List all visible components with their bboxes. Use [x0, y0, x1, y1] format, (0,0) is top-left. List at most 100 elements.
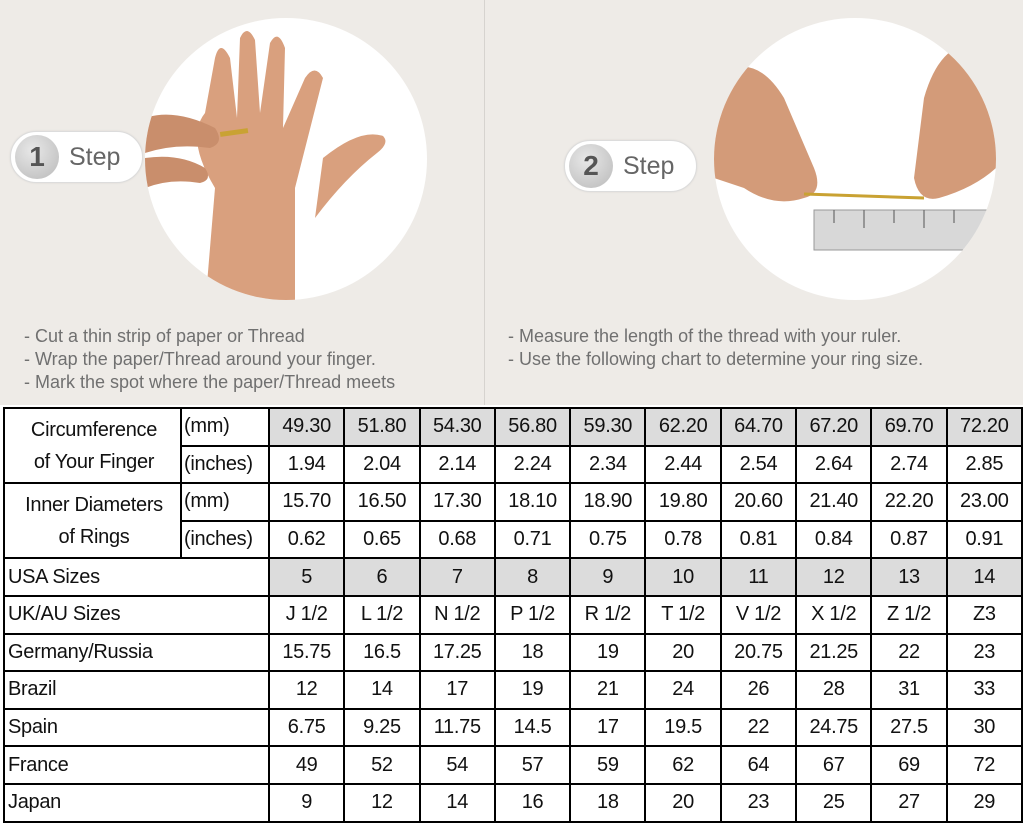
size-cell: 2.34 [569, 444, 647, 485]
size-cell: 10 [644, 557, 722, 597]
size-cell: 12 [267, 670, 346, 710]
size-cell: 25 [795, 782, 873, 823]
instruction-line: - Measure the length of the thread with … [508, 326, 902, 346]
table-row: Japan 9 12 14 16 18 20 23 25 27 29 [3, 782, 1023, 823]
table-row: Circumference of Your Finger (mm) 49.30 51.8… [3, 406, 1023, 485]
step-2-instructions: - Measure the length of the thread with … [508, 325, 923, 371]
size-cell: 14 [945, 557, 1023, 597]
size-cell: 52 [343, 745, 421, 785]
size-cell: 23 [945, 632, 1023, 673]
size-cell: 51.80 [343, 407, 421, 447]
size-cell: 62.20 [644, 407, 722, 447]
size-cell: Z 1/2 [870, 594, 948, 635]
size-cell: 0.71 [493, 519, 572, 560]
size-cell: 69 [870, 745, 948, 785]
size-cell: 49.30 [267, 407, 346, 447]
row-label: Brazil [3, 670, 270, 710]
size-cell: 14 [418, 782, 496, 823]
size-cell: 2.64 [795, 444, 873, 485]
row-label: Japan [3, 782, 270, 823]
size-cell: 17 [418, 670, 496, 710]
size-cell: 69.70 [870, 407, 948, 447]
table-row: UK/AU Sizes J 1/2 L 1/2 N 1/2 P 1/2 R 1/2 T 1/… [3, 594, 1023, 635]
size-cell: 2.14 [418, 444, 496, 485]
size-cell: 2.44 [644, 444, 722, 485]
size-cell: 0.65 [343, 519, 421, 560]
size-cell: 9 [267, 782, 346, 823]
size-cell: 2.74 [870, 444, 948, 485]
row-group-label: Circumference of Your Finger [3, 406, 182, 485]
size-cell: 0.84 [795, 519, 873, 560]
table-row: (inches) 1.94 2.04 2.14 2.24 2.34 2.44 2.54 2.64… [4, 444, 1023, 485]
size-cell: 0.62 [267, 519, 346, 560]
unit-label: (mm) [180, 482, 270, 522]
size-cell: 26 [719, 670, 798, 710]
size-cell: 13 [870, 557, 948, 597]
size-cell: 2.24 [493, 444, 572, 485]
size-cell: 57 [493, 745, 572, 785]
size-cell: 54 [418, 745, 496, 785]
row-label: UK/AU Sizes [3, 594, 270, 635]
table-row: France 49 52 54 57 59 62 64 67 69 72 [3, 745, 1023, 785]
size-cell: 2.85 [945, 444, 1023, 485]
size-cell: 20 [644, 782, 722, 823]
size-cell: 8 [493, 557, 572, 597]
size-cell: 19.5 [644, 707, 722, 748]
size-cell: 0.78 [644, 519, 722, 560]
divider [484, 0, 485, 405]
size-cell: 67.20 [795, 407, 873, 447]
size-cell: 29 [945, 782, 1023, 823]
size-cell: 59.30 [569, 407, 647, 447]
size-cell: 31 [870, 670, 948, 710]
size-cell: 62 [644, 745, 722, 785]
size-cell: T 1/2 [644, 594, 722, 635]
unit-label: (inches) [180, 519, 270, 560]
size-cell: 20.60 [719, 482, 798, 522]
size-cell: 6 [343, 557, 421, 597]
size-cell: 67 [795, 745, 873, 785]
size-cell: 27.5 [870, 707, 948, 748]
size-cell: 0.91 [945, 519, 1023, 560]
size-cell: J 1/2 [267, 594, 346, 635]
unit-label: (mm) [180, 407, 270, 447]
row-label: France [3, 745, 270, 785]
instruction-line: - Wrap the paper/Thread around your fing… [24, 349, 376, 369]
table-row: Spain 6.75 9.25 11.75 14.5 17 19.5 22 24.75 27.5 3… [3, 707, 1023, 748]
size-cell: P 1/2 [493, 594, 572, 635]
label-line: of Rings [58, 525, 130, 548]
size-cell: 49 [267, 745, 346, 785]
size-cell: 0.75 [569, 519, 647, 560]
table-row: Inner Diameters of Rings (mm) 15.70 16.50 17.… [3, 482, 1023, 560]
step-number: 1 [15, 135, 59, 179]
size-cell: 16.5 [343, 632, 421, 673]
size-cell: 17.25 [418, 632, 496, 673]
table-row: USA Sizes 5 6 7 8 9 10 11 12 13 14 [3, 557, 1023, 597]
size-cell: 24.75 [795, 707, 873, 748]
size-cell: 59 [569, 745, 647, 785]
size-cell: 9 [569, 557, 647, 597]
size-cell: 5 [267, 557, 346, 597]
size-cell: 20 [644, 632, 722, 673]
size-cell: 16.50 [343, 482, 421, 522]
size-cell: 12 [343, 782, 421, 823]
size-cell: 21.25 [795, 632, 873, 673]
size-cell: 1.94 [267, 444, 346, 485]
size-cell: 19.80 [644, 482, 722, 522]
label-line: of Your Finger [33, 450, 155, 473]
size-cell: 15.75 [267, 632, 346, 673]
unit-label: (inches) [180, 444, 270, 485]
size-cell: 2.04 [343, 444, 421, 485]
size-cell: 28 [795, 670, 873, 710]
step-label: Step [623, 151, 675, 180]
row-group-label: Inner Diameters of Rings [3, 482, 182, 560]
size-cell: 22 [870, 632, 948, 673]
size-cell: 23.00 [945, 482, 1023, 522]
label-line: Inner Diameters [25, 493, 163, 516]
size-cell: 72.20 [945, 407, 1023, 447]
size-cell: 27 [870, 782, 948, 823]
step-2-badge: 2 Step [564, 140, 698, 192]
size-cell: 0.87 [870, 519, 948, 560]
size-cell: 9.25 [343, 707, 421, 748]
size-cell: 11.75 [418, 707, 496, 748]
step-1-badge: 1 Step [10, 131, 144, 183]
